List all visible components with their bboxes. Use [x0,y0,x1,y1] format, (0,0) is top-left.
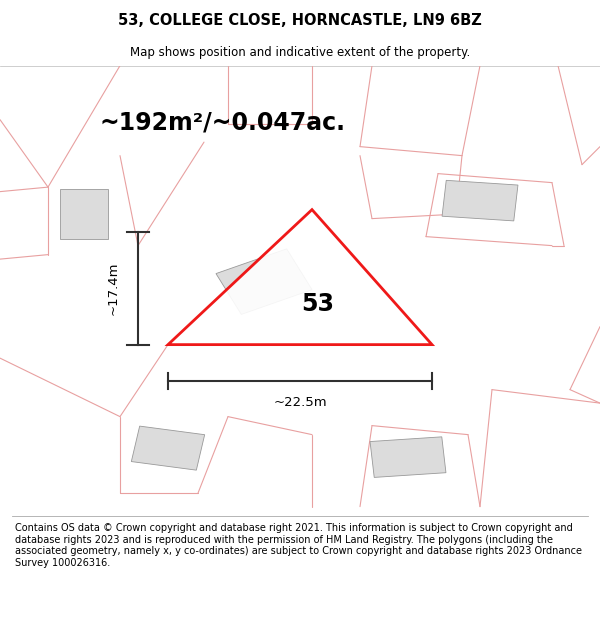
Text: ~17.4m: ~17.4m [107,262,120,315]
Polygon shape [442,181,518,221]
Text: Map shows position and indicative extent of the property.: Map shows position and indicative extent… [130,46,470,59]
Polygon shape [216,249,312,314]
Polygon shape [131,426,205,470]
Text: Contains OS data © Crown copyright and database right 2021. This information is : Contains OS data © Crown copyright and d… [15,523,582,568]
Text: ~22.5m: ~22.5m [273,396,327,409]
Polygon shape [370,437,446,478]
Polygon shape [168,209,432,344]
Text: 53: 53 [302,292,335,316]
Text: ~192m²/~0.047ac.: ~192m²/~0.047ac. [99,111,345,134]
Text: 53, COLLEGE CLOSE, HORNCASTLE, LN9 6BZ: 53, COLLEGE CLOSE, HORNCASTLE, LN9 6BZ [118,13,482,28]
Polygon shape [60,189,108,239]
